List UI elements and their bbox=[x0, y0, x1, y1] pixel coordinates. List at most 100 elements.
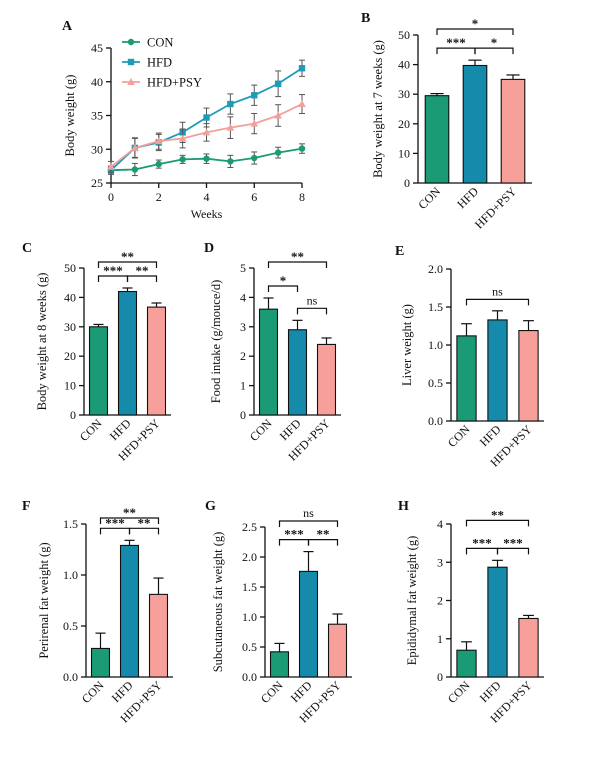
bar-con bbox=[269, 651, 290, 678]
significance-label: *** bbox=[103, 263, 123, 278]
data-point bbox=[274, 149, 282, 156]
data-point bbox=[226, 123, 235, 131]
data-point bbox=[298, 100, 306, 108]
x-category-label: CON bbox=[445, 678, 473, 706]
y-tick-label: 1 bbox=[240, 379, 246, 393]
significance-bracket bbox=[465, 519, 530, 527]
bar-hfd bbox=[287, 329, 308, 416]
y-tick-label: 30 bbox=[398, 87, 410, 101]
bar-hfdpsy bbox=[500, 78, 526, 184]
bar-con bbox=[90, 647, 111, 678]
significance-bracket bbox=[436, 28, 514, 35]
y-tick-label: 30 bbox=[64, 320, 76, 334]
y-tick-label: 50 bbox=[64, 261, 76, 275]
bar-hfd bbox=[487, 319, 508, 422]
y-tick-label: 40 bbox=[398, 58, 410, 72]
significance-label: ** bbox=[317, 527, 330, 542]
significance-label: *** bbox=[105, 515, 125, 530]
y-tick-label: 0.5 bbox=[63, 619, 78, 633]
data-point bbox=[298, 145, 306, 152]
x-category-label: HFD bbox=[477, 678, 504, 705]
series-hfdpsy bbox=[107, 94, 306, 173]
legend-label: HFD bbox=[147, 56, 172, 70]
bar-hfd bbox=[298, 570, 319, 678]
y-tick-label: 30 bbox=[91, 142, 103, 156]
data-point bbox=[227, 100, 234, 108]
y-tick-label: 0 bbox=[404, 176, 410, 190]
y-tick-label: 0.5 bbox=[428, 376, 443, 390]
x-category-label: HFD bbox=[454, 184, 481, 211]
significance-label: ** bbox=[136, 263, 149, 278]
bar-con bbox=[456, 335, 477, 422]
panel-a: A 25 30 35 40 45 Body weight (g) 0 2 4 6 8 Weeks CON H… bbox=[62, 19, 306, 221]
bar-hfd bbox=[117, 290, 138, 416]
bar-con bbox=[258, 308, 279, 416]
x-category-label: CON bbox=[415, 184, 443, 212]
y-tick-label: 50 bbox=[398, 28, 410, 42]
significance-bracket bbox=[97, 261, 158, 268]
panel-letter: G bbox=[205, 499, 216, 514]
significance-label: *** bbox=[472, 535, 492, 550]
x-tick-label: 0 bbox=[108, 190, 114, 204]
data-point bbox=[227, 158, 234, 165]
legend-marker bbox=[127, 58, 135, 66]
panel-f: F 0.0 0.5 1.0 1.5 Perirenal fat weight (g) CON… bbox=[22, 499, 173, 725]
bar-hfdpsy bbox=[148, 593, 169, 678]
legend: CON HFD HFD+PSY bbox=[122, 36, 202, 90]
y-tick-label: 4 bbox=[437, 517, 443, 531]
significance-label: ns bbox=[492, 284, 503, 298]
y-tick-label: 4 bbox=[240, 290, 246, 304]
significance-label: ns bbox=[307, 293, 318, 307]
significance-label: * bbox=[280, 273, 287, 288]
significance-bracket bbox=[474, 47, 514, 55]
significance-bracket bbox=[296, 307, 328, 315]
y-tick-label: 20 bbox=[64, 349, 76, 363]
bar-con bbox=[456, 649, 477, 678]
legend-label: HFD+PSY bbox=[147, 76, 202, 90]
y-tick-label: 2 bbox=[437, 594, 443, 608]
data-point bbox=[107, 162, 115, 170]
y-tick-label: 10 bbox=[398, 146, 410, 160]
panel-c: C 0 10 20 30 40 50 Body weight at 8 weeks (g) CO… bbox=[22, 241, 171, 463]
y-tick-label: 40 bbox=[64, 290, 76, 304]
y-tick-label: 0 bbox=[70, 408, 76, 422]
bar-con bbox=[88, 326, 109, 416]
y-tick-label: 1 bbox=[437, 632, 443, 646]
significance-bracket bbox=[99, 517, 160, 524]
y-tick-label: 1.0 bbox=[63, 568, 78, 582]
y-tick-label: 35 bbox=[91, 109, 103, 123]
x-tick-label: 8 bbox=[299, 190, 305, 204]
significance-label: * bbox=[491, 35, 498, 50]
panel-letter: H bbox=[398, 499, 409, 514]
y-axis-label: Epididymal fat weight (g) bbox=[405, 536, 419, 665]
bar-hfdpsy bbox=[316, 343, 337, 416]
bar-hfdpsy bbox=[518, 330, 539, 422]
panel-letter: B bbox=[361, 11, 370, 26]
y-axis-label: Liver weight (g) bbox=[400, 304, 414, 386]
y-tick-label: 20 bbox=[398, 117, 410, 131]
x-category-label: CON bbox=[79, 678, 107, 706]
x-tick-label: 6 bbox=[251, 190, 257, 204]
significance-label: ** bbox=[491, 507, 504, 522]
y-tick-label: 3 bbox=[437, 555, 443, 569]
bar-con bbox=[424, 95, 450, 184]
panel-letter: E bbox=[395, 244, 404, 259]
data-point bbox=[250, 119, 259, 127]
data-point bbox=[298, 65, 306, 72]
data-point bbox=[274, 80, 282, 87]
data-point bbox=[203, 155, 210, 162]
y-axis-label: Body weight at 8 weeks (g) bbox=[35, 273, 49, 411]
x-tick-label: 4 bbox=[204, 190, 210, 204]
legend-marker bbox=[127, 38, 135, 46]
y-tick-label: 2 bbox=[240, 349, 246, 363]
significance-label: ** bbox=[121, 249, 134, 264]
panel-letter: C bbox=[22, 241, 32, 256]
significance-bracket bbox=[267, 261, 328, 268]
y-axis-label: Perirenal fat weight (g) bbox=[37, 542, 51, 658]
legend-label: CON bbox=[147, 36, 173, 50]
y-tick-label: 1.5 bbox=[242, 580, 257, 594]
y-tick-label: 0.0 bbox=[242, 670, 257, 684]
